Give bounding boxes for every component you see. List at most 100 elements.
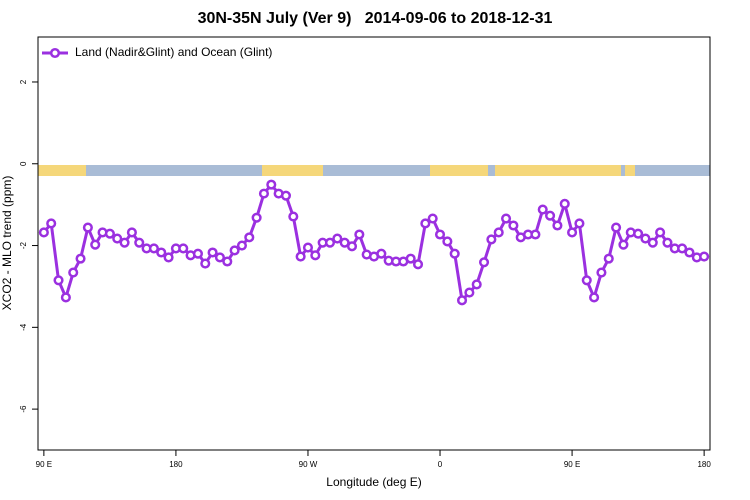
data-point bbox=[251, 212, 262, 223]
data-point bbox=[640, 233, 651, 244]
land-strip bbox=[625, 165, 635, 176]
data-point bbox=[295, 251, 306, 262]
data-point bbox=[244, 232, 255, 243]
data-point bbox=[266, 179, 277, 190]
data-point bbox=[552, 220, 563, 231]
data-point bbox=[302, 242, 314, 253]
data-point bbox=[376, 248, 387, 259]
chart-title: 30N-35N July (Ver 9) 2014-09-06 to 2018-… bbox=[198, 10, 553, 27]
data-point bbox=[178, 243, 189, 254]
data-point bbox=[603, 253, 614, 264]
x-tick-label: 90 E bbox=[36, 460, 52, 469]
data-point bbox=[559, 198, 570, 209]
data-point bbox=[442, 236, 453, 247]
data-point bbox=[596, 267, 607, 278]
x-tick-label: 180 bbox=[697, 460, 711, 469]
data-point bbox=[82, 222, 93, 233]
data-point bbox=[200, 258, 211, 269]
data-point bbox=[456, 295, 468, 306]
data-point bbox=[38, 227, 49, 238]
data-point bbox=[427, 213, 438, 224]
data-point bbox=[589, 292, 600, 303]
data-point bbox=[471, 279, 482, 290]
data-point bbox=[545, 210, 556, 221]
x-tick-label: 180 bbox=[169, 460, 183, 469]
data-point bbox=[222, 256, 233, 267]
data-point bbox=[618, 239, 629, 250]
data-point bbox=[420, 218, 431, 229]
data-point bbox=[229, 245, 240, 256]
legend: Land (Nadir&Glint) and Ocean (Glint) bbox=[42, 45, 272, 59]
surface-strip bbox=[38, 165, 710, 176]
y-tick-label: 0 bbox=[19, 161, 28, 166]
data-point bbox=[647, 237, 658, 248]
data-point bbox=[662, 237, 673, 248]
x-axis-label: Longitude (deg E) bbox=[326, 475, 421, 489]
y-tick-label: -6 bbox=[19, 405, 28, 413]
data-point bbox=[53, 275, 64, 286]
data-point bbox=[68, 267, 79, 278]
data-point bbox=[119, 237, 130, 248]
data-point bbox=[60, 292, 71, 303]
data-point bbox=[126, 227, 137, 238]
data-point bbox=[537, 204, 548, 215]
data-point bbox=[405, 253, 416, 264]
y-tick-label: 2 bbox=[19, 79, 28, 84]
ocean-strip bbox=[38, 165, 710, 176]
data-point bbox=[310, 250, 321, 261]
data-point bbox=[412, 259, 424, 270]
data-point bbox=[214, 252, 225, 263]
data-point bbox=[478, 257, 490, 268]
data-point bbox=[574, 218, 585, 229]
legend-marker bbox=[49, 47, 61, 59]
data-point bbox=[611, 222, 622, 233]
plot-frame bbox=[37, 36, 711, 451]
data-point bbox=[581, 275, 592, 286]
data-point bbox=[633, 228, 644, 239]
land-strip bbox=[262, 165, 323, 176]
legend-label: Land (Nadir&Glint) and Ocean (Glint) bbox=[75, 45, 272, 59]
data-point bbox=[684, 247, 695, 258]
data-point bbox=[258, 188, 270, 199]
data-point bbox=[148, 243, 159, 254]
y-tick-label: -4 bbox=[19, 323, 28, 331]
data-point bbox=[449, 248, 460, 259]
land-strip bbox=[38, 165, 86, 176]
data-point bbox=[567, 227, 578, 238]
data-point bbox=[493, 227, 504, 238]
y-axis-label: XCO2 - MLO trend (ppm) bbox=[0, 176, 14, 311]
x-tick-label: 90 W bbox=[299, 460, 318, 469]
data-point bbox=[486, 234, 497, 245]
data-point bbox=[354, 229, 365, 240]
y-tick-label: -2 bbox=[19, 241, 28, 249]
data-point bbox=[464, 287, 475, 298]
data-point bbox=[508, 220, 519, 231]
data-point bbox=[332, 233, 343, 244]
data-point bbox=[207, 247, 218, 258]
data-point bbox=[530, 229, 541, 240]
land-strip bbox=[495, 165, 621, 176]
data-point bbox=[236, 240, 247, 251]
data-point bbox=[699, 251, 710, 262]
data-point bbox=[192, 248, 203, 259]
data-point bbox=[324, 237, 336, 248]
data-point bbox=[134, 237, 145, 248]
data-point bbox=[288, 211, 299, 222]
data-point bbox=[112, 233, 123, 244]
data-point bbox=[501, 213, 512, 224]
data-point bbox=[75, 253, 86, 264]
data-point bbox=[46, 218, 57, 229]
data-point bbox=[346, 241, 358, 252]
x-tick-label: 90 E bbox=[564, 460, 580, 469]
land-strip bbox=[430, 165, 488, 176]
data-point bbox=[163, 252, 174, 263]
data-point bbox=[677, 243, 688, 254]
data-point bbox=[90, 239, 101, 250]
data-point bbox=[104, 228, 115, 239]
data-point bbox=[280, 190, 292, 201]
data-point bbox=[655, 227, 666, 238]
data-point bbox=[156, 247, 167, 258]
x-tick-label: 0 bbox=[438, 460, 443, 469]
data-point bbox=[434, 229, 446, 240]
